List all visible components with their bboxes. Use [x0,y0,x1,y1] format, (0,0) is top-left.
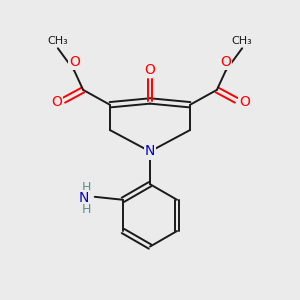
Text: CH₃: CH₃ [232,36,253,46]
Text: N: N [78,191,88,205]
Text: O: O [145,63,155,77]
Text: O: O [220,55,231,69]
Text: N: N [145,145,155,158]
Text: O: O [51,95,62,109]
Text: H: H [82,203,91,216]
Text: H: H [82,181,91,194]
Text: CH₃: CH₃ [47,36,68,46]
Text: O: O [69,55,80,69]
Text: O: O [239,95,250,109]
